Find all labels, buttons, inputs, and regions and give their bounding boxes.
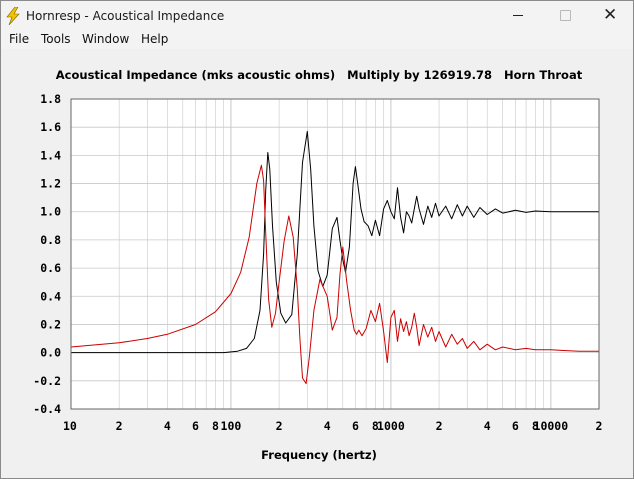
x-axis-label: Frequency (hertz): [261, 448, 377, 462]
menu-window[interactable]: Window: [82, 32, 130, 46]
x-tick-label: 8: [372, 419, 379, 433]
y-tick-label: 1.6: [40, 120, 61, 134]
y-tick-label: 0.0: [40, 346, 61, 360]
series-line-2: [70, 164, 599, 385]
x-tick-label: 10000: [534, 419, 569, 433]
chart-area: Acoustical Impedance (mks acoustic ohms)…: [1, 49, 633, 478]
menu-file[interactable]: File: [9, 32, 30, 46]
maximize-button[interactable]: [542, 1, 588, 31]
x-tick-label: 4: [324, 419, 331, 433]
y-tick-labels: 1.8 1.6 1.4 1.2 1.0 0.8 0.6 0.4 0.2 0.0 -0.2 -0.4: [33, 92, 61, 416]
x-tick-label: 6: [352, 419, 359, 433]
x-tick-label: 4: [164, 419, 171, 433]
x-tick-label: 2: [436, 419, 443, 433]
x-tick-label: 2: [596, 419, 603, 433]
x-tick-label: 8: [532, 419, 539, 433]
title-bar[interactable]: Hornresp - Acoustical Impedance ✕: [1, 1, 633, 31]
close-icon: ✕: [603, 5, 618, 25]
y-tick-label: 1.0: [40, 205, 61, 219]
x-tick-label: 2: [276, 419, 283, 433]
plot-background: [71, 99, 599, 409]
x-tick-label: 1000: [377, 419, 405, 433]
series-layer: [70, 130, 599, 385]
menu-help[interactable]: Help: [141, 32, 169, 46]
x-tick-label: 6: [512, 419, 519, 433]
x-tick-label: 8: [212, 419, 219, 433]
y-tick-label: -0.4: [33, 402, 61, 416]
x-tick-label: 10: [63, 419, 77, 433]
maximize-icon: [560, 10, 571, 21]
y-tick-label: 0.4: [40, 289, 61, 303]
x-tick-label: 2: [116, 419, 123, 433]
y-tick-label: -0.2: [33, 374, 61, 388]
series-line-1: [71, 130, 599, 354]
lightning-bolt-icon: [6, 7, 20, 25]
x-tick-label: 4: [484, 419, 491, 433]
y-tick-label: 0.2: [40, 317, 61, 331]
x-tick-label: 6: [192, 419, 199, 433]
minimize-icon: [513, 15, 523, 16]
window-title: Hornresp - Acoustical Impedance: [26, 9, 225, 23]
y-tick-label: 0.6: [40, 261, 61, 275]
y-tick-label: 1.4: [40, 148, 61, 162]
minimize-button[interactable]: [495, 1, 541, 31]
plot-frame: [70, 98, 600, 410]
x-tick-label: 100: [221, 419, 242, 433]
menu-tools[interactable]: Tools: [41, 32, 71, 46]
y-tick-label: 1.8: [40, 92, 61, 106]
impedance-chart: Acoustical Impedance (mks acoustic ohms)…: [33, 68, 602, 462]
menu-bar: File Tools Window Help: [1, 31, 633, 49]
y-tick-label: 1.2: [40, 177, 61, 191]
close-button[interactable]: ✕: [588, 1, 634, 31]
chart-title: Acoustical Impedance (mks acoustic ohms)…: [56, 68, 583, 82]
y-tick-label: 0.8: [40, 233, 61, 247]
